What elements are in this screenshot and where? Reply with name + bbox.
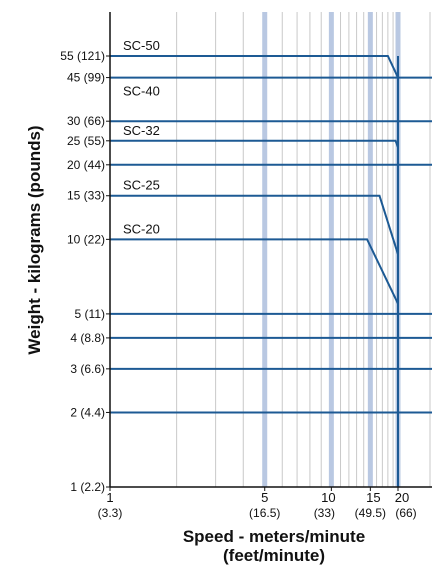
x-tick-label: 1 [106,490,113,505]
y-tick-label: 4 (8.8) [70,331,105,345]
y-tick-label: 5 (11) [75,307,105,321]
series-line-sc-32 [110,139,399,148]
y-tick-label: 1 (2.2) [70,480,105,494]
x-tick-sublabel: (16.5) [249,506,280,520]
grid-lines [176,12,431,487]
series-label-sc-20: SC-20 [123,221,160,236]
x-tick-label: 5 [261,490,268,505]
tick-labels: 1 (2.2) 2 (4.4) 3 (6.6) 4 (8.8) 5 (11) 10 (22… [60,49,416,520]
series-label-sc-32: SC-32 [123,123,160,138]
x-tick-label: 15 [366,490,380,505]
y-tick-label: 2 (4.4) [70,405,105,419]
series-label-sc-25: SC-25 [123,178,160,193]
x-tick-sublabel: (66) [395,506,416,520]
x-tick-sublabel: (49.5) [355,506,386,520]
series-line-sc-20 [110,238,399,305]
y-axis-title: Weight - kilograms (pounds) [25,125,44,355]
y-tick-label: 30 (66) [67,114,105,128]
y-tick-label: 25 (55) [67,134,105,148]
y-tick-label: 3 (6.6) [70,362,105,376]
x-tick-label: 20 [395,490,409,505]
x-tick-label: 10 [321,490,335,505]
series-label-sc-40: SC-40 [123,84,160,99]
series-line-sc-25 [110,194,399,255]
y-tick-label: 15 (33) [67,189,105,203]
y-tick-label: 20 (44) [67,158,105,172]
x-tick-sublabel: (33) [314,506,335,520]
highlight-bands [262,12,401,487]
series-label-sc-50: SC-50 [123,38,160,53]
series-line-sc-50 [110,55,399,79]
axes [109,12,432,488]
y-tick-label: 10 (22) [67,232,105,246]
x-tick-sublabel: (3.3) [98,506,123,520]
x-axis-title: Speed - meters/minute [182,527,366,546]
y-tick-label: 55 (121) [60,49,105,63]
x-axis-units: (feet/minute) [223,546,325,565]
y-tick-label: 45 (99) [67,71,105,85]
series-lines: SC-50 SC-40 SC-32 SC-25 SC-20 [110,38,432,487]
horizontal-guide-lines [110,120,432,414]
